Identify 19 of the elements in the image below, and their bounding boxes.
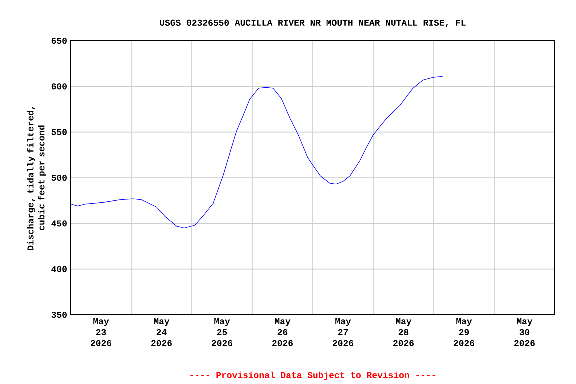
y-tick-label: 400 (52, 266, 67, 272)
text: ---- Provisional Data Subject to Revision ---- (190, 372, 436, 380)
x-tick-label: May 28 2026 (394, 318, 414, 346)
x-tick-label: May 23 2026 (91, 318, 112, 346)
y-tick-label: 350 (52, 312, 67, 318)
x-tick-label: May 30 2026 (514, 318, 536, 346)
x-tick-label: May 26 2026 (272, 318, 294, 346)
y-tick-label: 450 (52, 220, 67, 227)
y-tick-label: 550 (52, 129, 67, 136)
y-axis-title: Discharge, tidally filtered, cubic feet per second (27, 107, 46, 250)
x-tick-label: May 29 2026 (454, 318, 475, 346)
line-series (71, 76, 444, 229)
y-tick-label: 650 (52, 38, 67, 44)
y-tick-label: 500 (52, 174, 67, 182)
x-tick-label: May 25 2026 (212, 318, 233, 346)
y-tick-label: 600 (52, 84, 67, 90)
x-tick-label: May 27 2026 (333, 318, 354, 346)
chart-title: USGS 02326550 AUCILLA RIVER NR MOUTH NEAR NUTALL RISE, FL (160, 20, 466, 28)
x-tick-label: May 24 2026 (152, 318, 172, 346)
